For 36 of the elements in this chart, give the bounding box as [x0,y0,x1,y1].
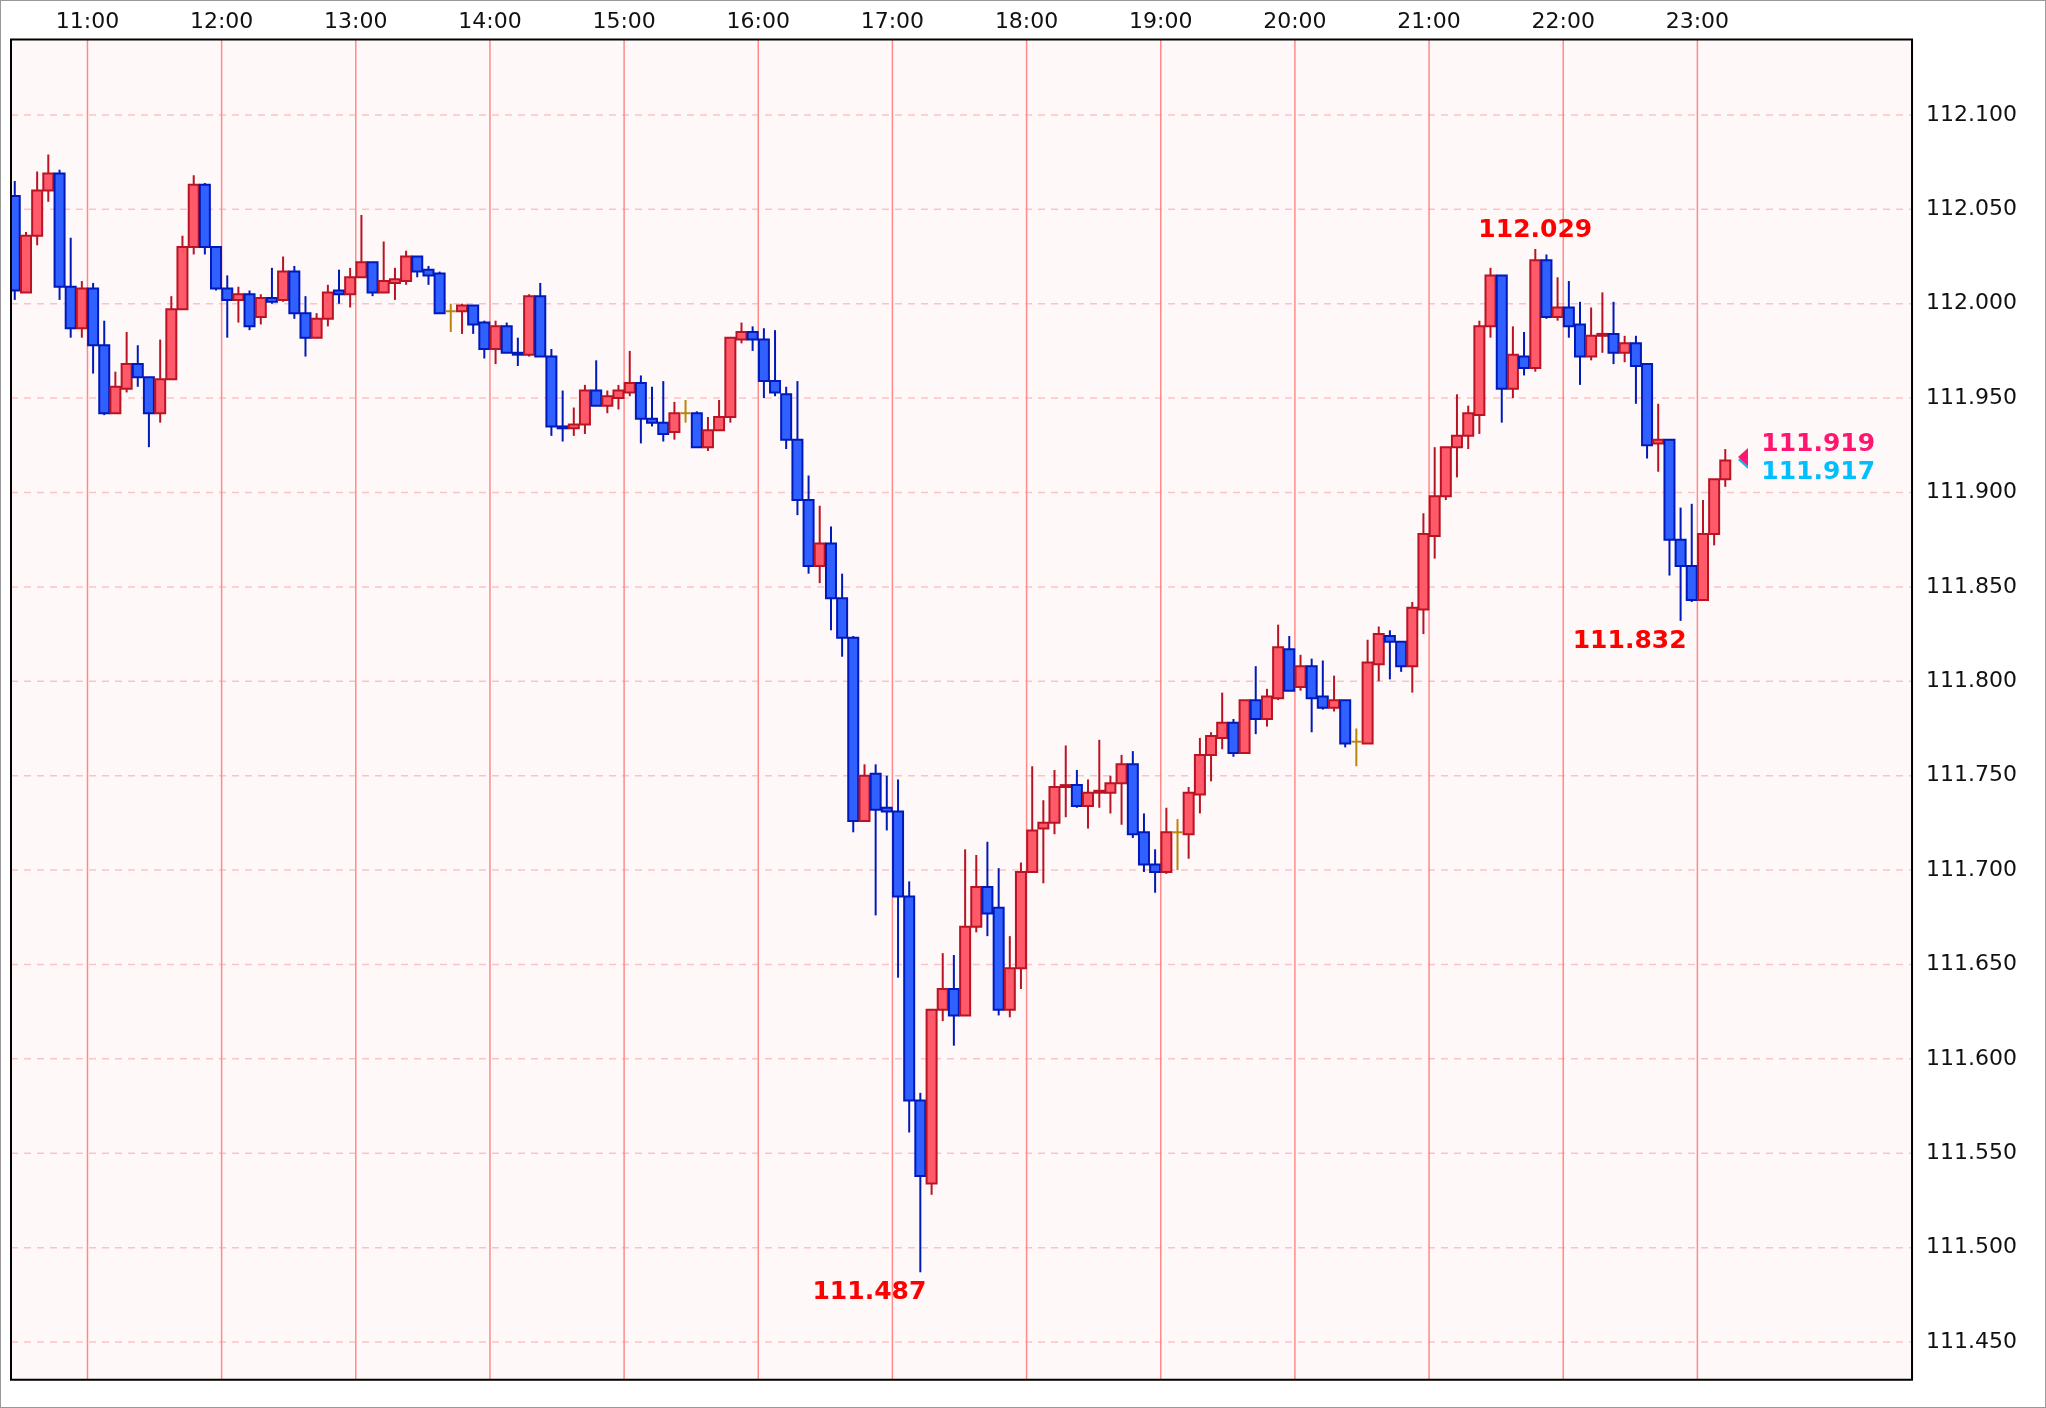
candlestick [444,302,457,334]
candlestick [1350,727,1363,768]
y-tick-label: 112.100 [1926,100,2018,126]
x-tick-label: 21:00 [1397,7,1461,33]
annotation: 112.029 [1478,213,1593,243]
y-tick-label: 111.850 [1926,572,2018,598]
x-tick-label: 18:00 [994,7,1059,33]
y-tick-label: 111.500 [1926,1233,2018,1259]
candlestick [1171,818,1184,872]
y-tick-label: 111.800 [1926,667,2018,692]
x-tick-label: 14:00 [458,7,522,33]
y-tick-label: 111.750 [1926,761,2018,787]
y-tick-label: 111.600 [1926,1044,2018,1070]
annotation: 111.487 [812,1276,927,1306]
y-tick-label: 111.550 [1926,1138,2018,1164]
annotation: 111.917 [1761,455,1876,485]
x-tick-label: 17:00 [860,7,925,33]
y-tick-label: 111.650 [1926,950,2018,976]
x-tick-label: 11:00 [55,7,120,33]
candlestick [679,398,692,424]
x-tick-label: 15:00 [592,7,656,33]
y-tick-label: 111.900 [1926,478,2018,504]
x-tick-label: 19:00 [1129,7,1193,33]
x-tick-label: 23:00 [1665,7,1730,33]
y-tick-label: 111.950 [1926,383,2018,409]
x-tick-label: 16:00 [726,7,790,33]
x-tick-label: 12:00 [189,7,254,33]
x-tick-label: 13:00 [324,7,388,33]
x-tick-label: 20:00 [1263,7,1327,33]
annotation: 111.832 [1572,624,1687,654]
y-tick-label: 111.450 [1926,1327,2018,1353]
y-tick-label: 111.700 [1926,855,2018,881]
annotation: 111.919 [1761,428,1876,458]
y-tick-label: 112.050 [1926,195,2018,221]
x-tick-label: 22:00 [1531,7,1595,33]
y-tick-label: 112.000 [1926,289,2018,315]
